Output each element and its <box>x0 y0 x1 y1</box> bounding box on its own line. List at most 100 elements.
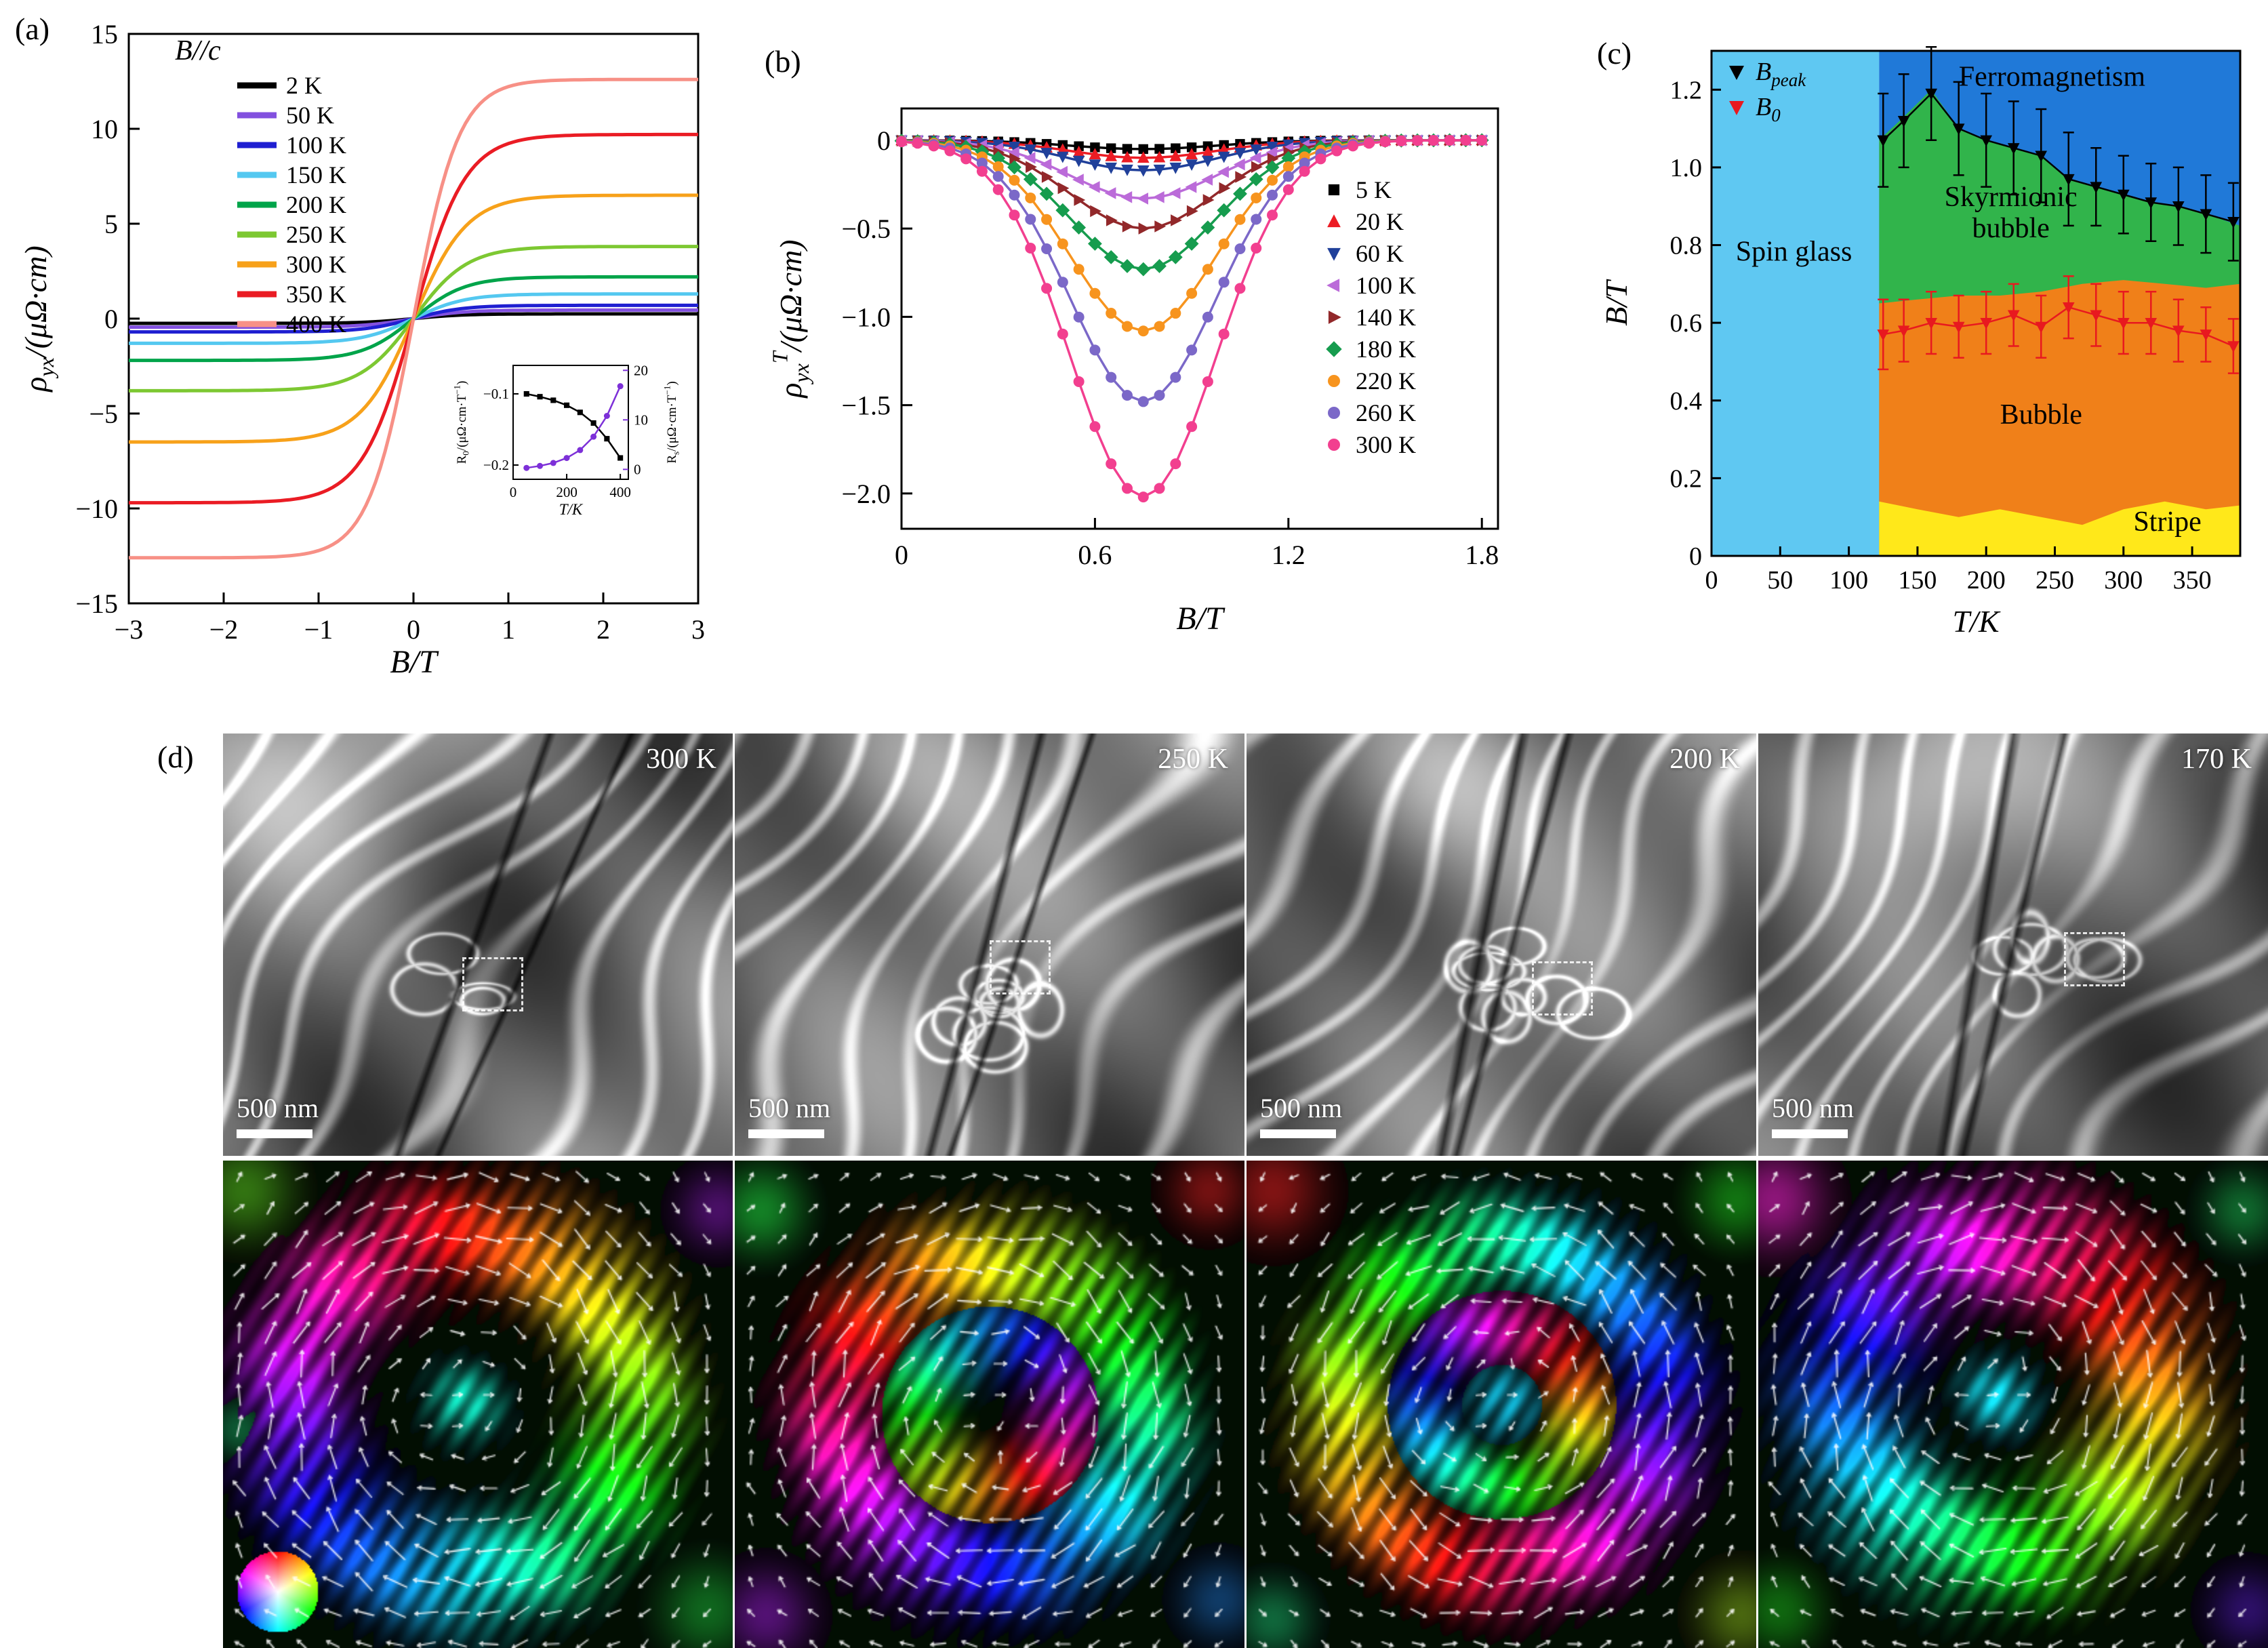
svg-text:−5: −5 <box>89 399 118 429</box>
svg-text:T/K: T/K <box>1952 604 2000 639</box>
svg-text:B/T: B/T <box>1176 601 1226 637</box>
ltem-panel-300k: 300 K 500 nm <box>223 733 733 1156</box>
svg-text:B//c: B//c <box>175 35 221 66</box>
svg-text:10: 10 <box>634 411 648 428</box>
roi-box <box>990 940 1051 995</box>
svg-text:T/K: T/K <box>559 501 584 518</box>
svg-text:−0.5: −0.5 <box>841 214 891 244</box>
svg-text:Bubble: Bubble <box>2000 399 2082 430</box>
svg-text:1.0: 1.0 <box>1670 154 1703 182</box>
magnetization-map-200k <box>1247 1161 1756 1648</box>
vector-map-170k <box>1758 1161 2268 1648</box>
scale-bar-group: 500 nm <box>748 1092 830 1138</box>
svg-text:ρyx/(μΩ·cm): ρyx/(μΩ·cm) <box>18 245 58 393</box>
svg-text:0: 0 <box>895 540 908 570</box>
scale-label: 500 nm <box>237 1093 319 1123</box>
scale-bar-group: 500 nm <box>1260 1092 1342 1138</box>
svg-text:−1.0: −1.0 <box>841 302 891 332</box>
svg-text:100: 100 <box>1829 566 1868 595</box>
svg-text:0.6: 0.6 <box>1670 309 1703 338</box>
ltem-image-300k <box>223 733 733 1156</box>
scale-bar <box>1260 1129 1336 1138</box>
svg-text:300 K: 300 K <box>286 251 346 278</box>
temperature-label: 250 K <box>1158 744 1228 775</box>
svg-text:15: 15 <box>91 19 118 49</box>
magnetization-map-300k <box>223 1161 733 1648</box>
roi-box <box>462 957 524 1012</box>
svg-text:20: 20 <box>634 362 648 378</box>
svg-text:−2: −2 <box>209 614 239 645</box>
svg-text:100 K: 100 K <box>1356 272 1416 299</box>
svg-text:Stripe: Stripe <box>2133 506 2201 538</box>
svg-text:0.6: 0.6 <box>1078 540 1112 570</box>
svg-text:Skyrmionic: Skyrmionic <box>1945 182 2078 213</box>
svg-text:0.8: 0.8 <box>1670 232 1703 260</box>
svg-text:60 K: 60 K <box>1356 240 1404 267</box>
svg-text:20 K: 20 K <box>1356 208 1404 235</box>
svg-text:0: 0 <box>407 614 420 645</box>
svg-text:0: 0 <box>104 304 118 334</box>
svg-text:200 K: 200 K <box>286 191 346 218</box>
scale-label: 500 nm <box>1260 1093 1343 1123</box>
scale-bar <box>237 1129 312 1138</box>
svg-text:400: 400 <box>609 484 631 500</box>
temperature-label: 300 K <box>646 744 716 775</box>
svg-text:3: 3 <box>691 614 705 645</box>
svg-text:1.8: 1.8 <box>1465 540 1499 570</box>
svg-text:B/T: B/T <box>390 644 439 680</box>
svg-text:2: 2 <box>596 614 610 645</box>
scale-label: 500 nm <box>1772 1093 1855 1123</box>
svg-text:0.4: 0.4 <box>1670 387 1703 416</box>
topological-hall-chart: 0 0.6 1.2 1.8 0 −0.5 −1.0 −1.5 −2.0 5 K 20 K 60 K 10… <box>768 107 1499 637</box>
svg-text:140 K: 140 K <box>1356 304 1416 331</box>
svg-text:5: 5 <box>104 209 118 239</box>
svg-text:Spin glass: Spin glass <box>1736 236 1852 267</box>
svg-text:Bpeak: Bpeak <box>1756 58 1806 90</box>
svg-text:250 K: 250 K <box>286 221 346 248</box>
svg-text:0: 0 <box>1705 566 1718 595</box>
scale-bar-group: 500 nm <box>1772 1092 1854 1138</box>
inset-chart: 0 200 400−0.1−0.2 01020T/KR0/(μΩ·cm·T−1)Rs/… <box>452 362 681 518</box>
temperature-label: 170 K <box>2181 744 2252 775</box>
svg-text:Rs/(μΩ·cm·T−1): Rs/(μΩ·cm·T−1) <box>662 381 681 463</box>
scale-bar <box>748 1129 824 1138</box>
roi-box <box>2064 931 2126 986</box>
svg-text:−1: −1 <box>304 614 333 645</box>
svg-text:150 K: 150 K <box>286 161 346 188</box>
svg-text:B/T: B/T <box>1599 279 1634 326</box>
svg-text:100 K: 100 K <box>286 132 346 159</box>
phase-diagram-chart: 0 50 100 150 200 250 300 350 0 0.2 0.4 0.6 0.8 1.0 1.2… <box>1599 46 2242 639</box>
svg-text:350: 350 <box>2173 566 2212 595</box>
svg-text:50 K: 50 K <box>286 102 334 129</box>
svg-text:1.2: 1.2 <box>1272 540 1305 570</box>
svg-text:0: 0 <box>634 461 641 477</box>
svg-text:bubble: bubble <box>1972 213 2050 244</box>
panel-c-label: (c) <box>1597 36 1632 71</box>
svg-text:−2.0: −2.0 <box>841 479 891 509</box>
panel-d-label: (d) <box>157 740 194 774</box>
svg-text:5 K: 5 K <box>1356 176 1392 203</box>
svg-text:1: 1 <box>502 614 515 645</box>
svg-text:180 K: 180 K <box>1356 336 1416 363</box>
svg-text:400 K: 400 K <box>286 310 346 338</box>
svg-text:−10: −10 <box>75 494 118 524</box>
svg-text:350 K: 350 K <box>286 281 346 308</box>
svg-text:300: 300 <box>2104 566 2143 595</box>
svg-text:ρyxT/(μΩ·cm): ρyxT/(μΩ·cm) <box>768 239 813 399</box>
panel-a-label: (a) <box>15 12 50 46</box>
vector-map-300k <box>223 1161 733 1648</box>
ltem-panel-250k: 250 K 500 nm <box>735 733 1244 1156</box>
magnetization-map-250k <box>735 1161 1244 1648</box>
svg-text:−15: −15 <box>75 588 118 619</box>
svg-text:1.2: 1.2 <box>1670 76 1703 104</box>
svg-text:50: 50 <box>1767 566 1793 595</box>
svg-text:220 K: 220 K <box>1356 367 1416 395</box>
svg-text:−1.5: −1.5 <box>841 390 891 421</box>
svg-text:0: 0 <box>510 484 517 500</box>
svg-text:Ferromagnetism: Ferromagnetism <box>1959 62 2146 93</box>
scale-bar-group: 500 nm <box>237 1092 319 1138</box>
svg-text:0: 0 <box>877 125 891 156</box>
scale-bar <box>1772 1129 1848 1138</box>
svg-text:0: 0 <box>1689 542 1702 571</box>
